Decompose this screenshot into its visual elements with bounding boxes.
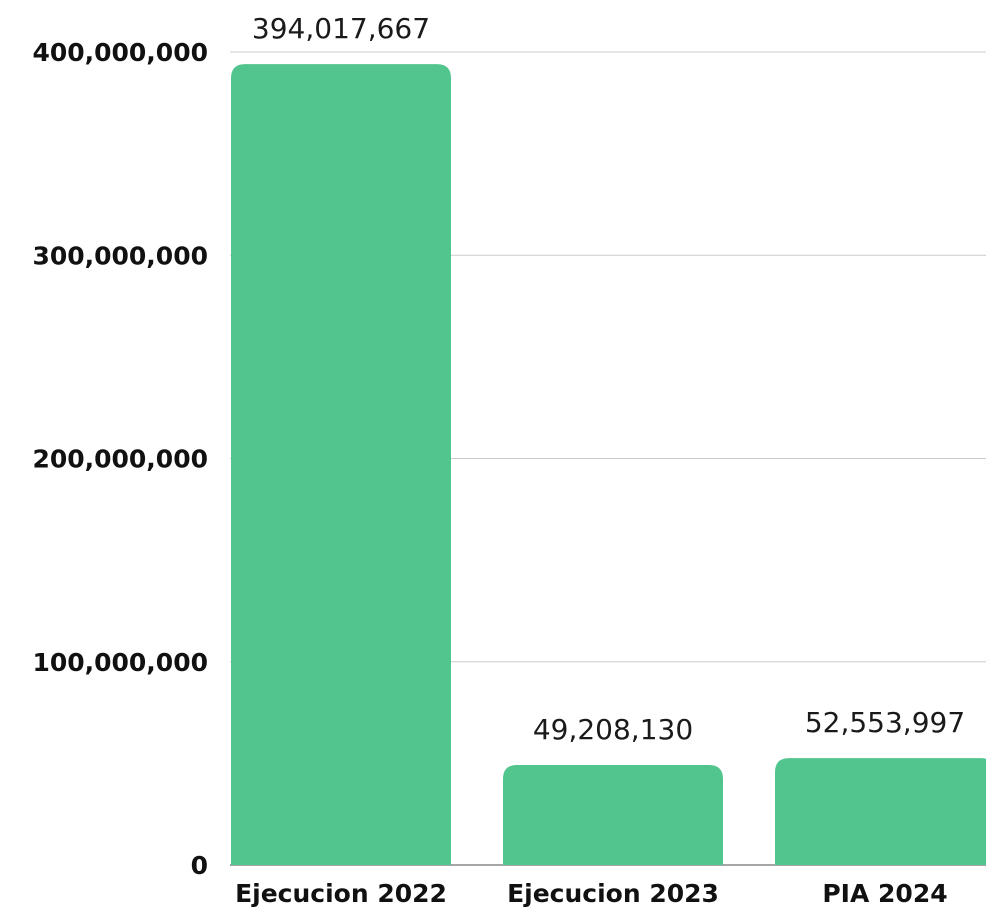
y-tick-label: 100,000,000 (32, 648, 208, 677)
data-label: 49,208,130 (533, 713, 693, 746)
y-tick-label: 400,000,000 (32, 38, 208, 67)
data-label: 52,553,997 (805, 706, 965, 739)
x-axis: Ejecucion 2022 Ejecucion 2023 PIA 2024 (235, 879, 948, 908)
y-axis: 0 100,000,000 200,000,000 300,000,000 400,00… (32, 38, 208, 880)
y-tick-label: 0 (191, 851, 208, 880)
x-tick-label: Ejecucion 2022 (235, 879, 447, 908)
y-tick-label: 200,000,000 (32, 445, 208, 474)
bar (775, 758, 986, 865)
data-labels: 394,017,667 49,208,130 52,553,997 (252, 12, 965, 746)
bar (231, 64, 451, 866)
bars (231, 64, 986, 866)
bar (503, 764, 723, 865)
x-tick-label: Ejecucion 2023 (507, 879, 719, 908)
y-tick-label: 300,000,000 (32, 241, 208, 270)
data-label: 394,017,667 (252, 12, 430, 45)
x-tick-label: PIA 2024 (822, 879, 947, 908)
